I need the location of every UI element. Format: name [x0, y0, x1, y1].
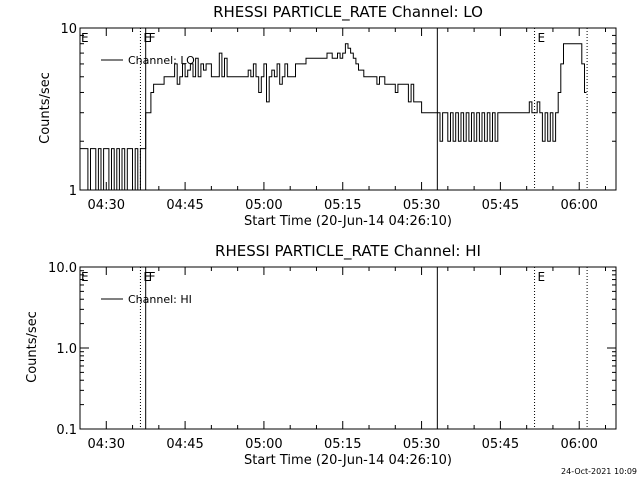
x-tick-label: 05:00: [245, 437, 282, 452]
x-tick-label: 04:45: [166, 437, 203, 452]
x-axis-label-lo: Start Time (20-Jun-14 04:26:10): [244, 214, 452, 229]
marker-label: E: [143, 270, 151, 284]
x-tick-label: 05:45: [482, 437, 519, 452]
y-tick-label: 0.1: [56, 423, 77, 438]
x-tick-label: 04:45: [166, 198, 203, 213]
x-tick-label: 04:30: [88, 198, 125, 213]
x-axis-label-hi: Start Time (20-Jun-14 04:26:10): [244, 453, 452, 468]
y-tick-label: 1.0: [56, 342, 77, 357]
marker-label: E: [81, 270, 89, 284]
chart-panel-hi: RHESSI PARTICLE_RATE Channel: HI Start T…: [25, 242, 617, 468]
generation-timestamp: 24-Oct-2021 10:09: [561, 467, 637, 476]
y-tick-label: 10: [60, 22, 77, 37]
x-tick-label: 06:00: [560, 198, 597, 213]
x-tick-label: 06:00: [560, 437, 597, 452]
y-axis-label-lo: Counts/sec: [38, 72, 53, 144]
chart-title-lo: RHESSI PARTICLE_RATE Channel: LO: [213, 3, 483, 22]
x-tick-label: 05:15: [324, 198, 361, 213]
x-tick-label: 05:15: [324, 437, 361, 452]
x-tick-label: 05:30: [403, 437, 440, 452]
marker-label: E: [81, 31, 89, 45]
plot-frame: [79, 27, 617, 191]
x-tick-label: 05:00: [245, 198, 282, 213]
x-tick-label: 05:30: [403, 198, 440, 213]
legend-entry: Channel: HI: [128, 293, 192, 306]
plot-frame: [79, 266, 617, 430]
chart-title-hi: RHESSI PARTICLE_RATE Channel: HI: [215, 242, 481, 261]
marker-label: E: [538, 270, 546, 284]
legend-entry: Channel: LO: [128, 54, 195, 67]
series-line: [80, 43, 587, 191]
marker-label: E: [143, 31, 151, 45]
marker-label: F: [149, 31, 156, 45]
x-tick-label: 05:45: [482, 198, 519, 213]
y-tick-label: 10.0: [48, 261, 77, 276]
marker-label: F: [149, 270, 156, 284]
chart-panel-lo: RHESSI PARTICLE_RATE Channel: LO Start T…: [38, 3, 617, 229]
y-axis-label-hi: Counts/sec: [25, 311, 40, 383]
y-tick-label: 1: [69, 184, 77, 199]
marker-label: E: [538, 31, 546, 45]
x-tick-label: 04:30: [88, 437, 125, 452]
